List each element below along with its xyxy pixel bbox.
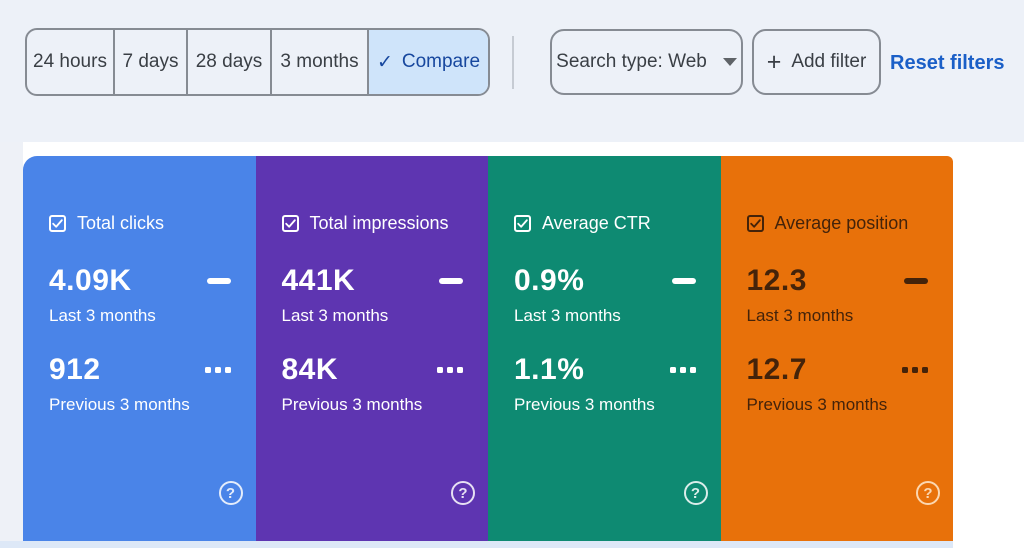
plus-icon: + [766,47,782,76]
previous-period-label: Previous 3 months [49,395,190,414]
previous-value: 84K [281,353,339,386]
date-range-24-hours[interactable]: 24 hours [27,30,115,94]
dotted-line-legend-icon [669,367,696,373]
checkmark-icon: ✓ [376,51,393,73]
solid-line-legend-icon [904,278,928,284]
current-period-label: Last 3 months [281,306,389,325]
previous-period-label: Previous 3 months [281,395,423,414]
date-range-7-days[interactable]: 7 days [115,30,188,94]
dotted-line-legend-icon [902,367,928,373]
current-value: 441K [281,264,356,297]
metric-cards-row: Total clicks 4.09K Last 3 months 912 Previou… [23,156,953,541]
checkbox-checked-icon[interactable] [746,215,764,232]
toolbar-divider [512,36,514,89]
previous-value: 12.7 [746,353,807,386]
reset-filters-link[interactable]: Reset filters [890,49,1005,77]
metric-card-average-ctr[interactable]: Average CTR 0.9% Last 3 months 1.1% Previous… [488,156,721,541]
solid-line-legend-icon [206,278,231,284]
date-range-3-months[interactable]: 3 months [272,30,369,94]
checkbox-checked-icon[interactable] [281,215,299,232]
average-ctr-toggle[interactable]: Average CTR [514,213,721,234]
current-value: 4.09K [49,264,132,297]
metric-label: Average position [774,213,909,233]
help-icon[interactable]: ? [916,481,940,505]
previous-value: 1.1% [514,353,585,386]
total-clicks-toggle[interactable]: Total clicks [49,213,256,234]
left-margin [0,142,23,548]
date-range-segmented-control: 24 hours 7 days 28 days 3 months ✓ Compare [25,28,490,96]
compare-label: Compare [401,51,481,72]
current-period-label: Last 3 months [746,306,854,325]
average-position-toggle[interactable]: Average position [746,213,954,234]
help-icon[interactable]: ? [451,481,475,505]
date-range-28-days[interactable]: 28 days [188,30,272,94]
date-range-compare-selected[interactable]: ✓ Compare [369,30,488,94]
metric-label: Total impressions [309,213,449,233]
previous-period-label: Previous 3 months [746,395,888,414]
current-value: 0.9% [514,264,585,297]
checkbox-checked-icon[interactable] [49,215,66,232]
current-period-label: Last 3 months [514,306,621,325]
dotted-line-legend-icon [437,367,463,373]
reset-filters-label: Reset filters [890,51,1005,74]
metric-card-total-clicks[interactable]: Total clicks 4.09K Last 3 months 912 Previou… [23,156,256,541]
solid-line-legend-icon [671,278,696,284]
metric-label: Average CTR [542,213,651,233]
search-type-dropdown[interactable]: Search type: Web [550,29,743,95]
metric-card-total-impressions[interactable]: Total impressions 441K Last 3 months 84K Pre… [255,156,489,541]
checkbox-checked-icon[interactable] [514,215,531,232]
previous-value: 912 [49,353,101,386]
total-impressions-toggle[interactable]: Total impressions [281,213,489,234]
search-type-label: Search type: Web [556,51,707,72]
current-value: 12.3 [746,264,807,297]
solid-line-legend-icon [439,278,463,284]
current-period-label: Last 3 months [49,306,156,325]
help-icon[interactable]: ? [683,481,708,505]
add-filter-button[interactable]: + Add filter [752,29,881,95]
dotted-line-legend-icon [204,367,231,373]
metric-label: Total clicks [77,213,165,233]
add-filter-label: Add filter [791,51,867,72]
help-icon[interactable]: ? [218,481,243,505]
previous-period-label: Previous 3 months [514,395,655,414]
metric-card-average-position[interactable]: Average position 12.3 Last 3 months 12.7 Pre… [720,156,954,541]
chevron-down-icon [722,58,737,66]
chart-top-edge [0,541,953,548]
